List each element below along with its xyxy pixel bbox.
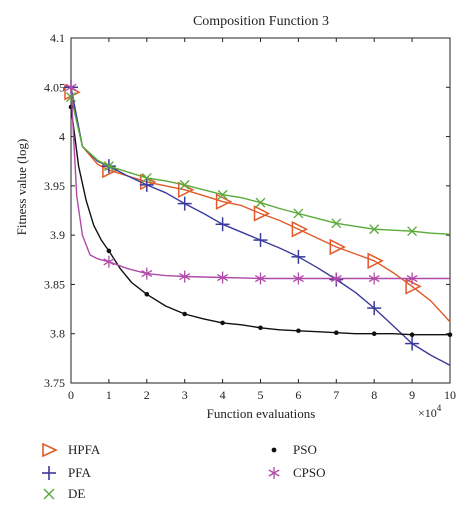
legend-item-cpso: CPSO xyxy=(265,465,326,481)
chart-title: Composition Function 3 xyxy=(193,14,329,29)
y-tick-label: 3.85 xyxy=(44,277,65,291)
triangle-right-icon xyxy=(42,442,58,458)
x-tick-label: 1 xyxy=(106,388,112,402)
marker-cpso xyxy=(254,272,267,285)
marker-pso xyxy=(144,291,150,297)
series-line-pfa xyxy=(70,87,451,366)
asterisk-icon xyxy=(268,467,280,479)
legend-item-pso: PSO xyxy=(265,442,317,458)
marker-hpfa xyxy=(253,205,271,222)
marker-pso xyxy=(334,330,339,336)
plot-frame xyxy=(70,37,451,384)
y-tick-label: 4.1 xyxy=(50,31,65,45)
marker-cpso xyxy=(141,267,153,280)
marker-hpfa xyxy=(291,221,309,238)
marker-pso xyxy=(106,248,112,254)
marker-pfa xyxy=(139,177,154,192)
series-line-cpso xyxy=(70,87,450,280)
marker-cpso xyxy=(292,272,304,285)
marker-pso xyxy=(371,331,377,337)
marker-cpso xyxy=(368,272,380,285)
marker-hpfa xyxy=(405,278,422,295)
marker-de xyxy=(255,197,266,208)
legend-item-pfa: PFA xyxy=(40,465,91,481)
x-tick-label: 5 xyxy=(258,388,264,402)
x-mark-icon xyxy=(43,488,55,500)
marker-de xyxy=(179,179,190,190)
legend-item-de: DE xyxy=(40,486,85,502)
legend-item-hpfa: HPFA xyxy=(40,442,100,458)
marker-de xyxy=(331,218,342,229)
marker-de xyxy=(293,208,304,219)
dot-icon xyxy=(271,447,277,453)
marker-de xyxy=(369,224,380,235)
marker-de xyxy=(141,173,152,183)
x-tick-label: 7 xyxy=(333,388,339,402)
y-tick-label: 4 xyxy=(59,130,65,144)
x-tick-label: 9 xyxy=(409,388,415,402)
x-tick-label: 2 xyxy=(144,388,150,402)
legend-label-pfa: PFA xyxy=(68,465,91,480)
marker-de xyxy=(103,161,114,172)
marker-pso xyxy=(447,332,453,338)
marker-hpfa xyxy=(367,252,384,269)
marker-cpso xyxy=(65,81,77,94)
x-tick-label: 0 xyxy=(68,388,74,402)
marker-pso xyxy=(409,332,415,338)
x-tick-label: 8 xyxy=(371,388,377,402)
marker-cpso xyxy=(179,270,191,283)
x-tick-label: 6 xyxy=(295,388,301,402)
marker-pfa xyxy=(215,217,230,232)
marker-hpfa xyxy=(329,238,346,256)
plus-icon xyxy=(42,466,56,480)
marker-cpso xyxy=(406,272,418,285)
series-line-de xyxy=(70,96,451,235)
legend-label-cpso: CPSO xyxy=(293,465,326,480)
x-tick-label: 4 xyxy=(220,388,226,402)
x-axis-label: Function evaluations xyxy=(207,406,316,421)
marker-de xyxy=(217,189,228,200)
y-tick-label: 3.95 xyxy=(44,179,65,193)
marker-cpso xyxy=(217,271,229,284)
y-tick-label: 3.9 xyxy=(50,228,65,242)
x-axis-multiplier: ×104 xyxy=(418,403,442,420)
marker-pfa xyxy=(405,336,420,351)
marker-pfa xyxy=(253,233,268,248)
marker-pso xyxy=(182,311,187,317)
marker-cpso xyxy=(103,255,115,268)
legend-label-hpfa: HPFA xyxy=(68,442,101,457)
marker-pso xyxy=(258,325,263,331)
x-tick-label: 3 xyxy=(182,388,188,402)
marker-pfa xyxy=(291,249,306,264)
marker-cpso xyxy=(330,272,342,285)
y-tick-label: 3.75 xyxy=(44,376,65,390)
marker-pso xyxy=(220,320,225,326)
y-axis-label: Fitness value (log) xyxy=(14,139,29,236)
x-tick-label: 10 xyxy=(444,388,456,402)
series-line-pso xyxy=(70,106,450,336)
marker-pfa xyxy=(367,301,382,316)
series-line-hpfa xyxy=(70,92,451,323)
legend-label-de: DE xyxy=(68,486,86,501)
y-tick-label: 4.05 xyxy=(44,80,65,94)
marker-pso xyxy=(296,328,301,334)
marker-de xyxy=(407,226,418,237)
marker-hpfa xyxy=(215,193,233,210)
y-tick-label: 3.8 xyxy=(50,327,65,341)
legend-label-pso: PSO xyxy=(293,442,317,457)
marker-pfa xyxy=(177,196,192,211)
